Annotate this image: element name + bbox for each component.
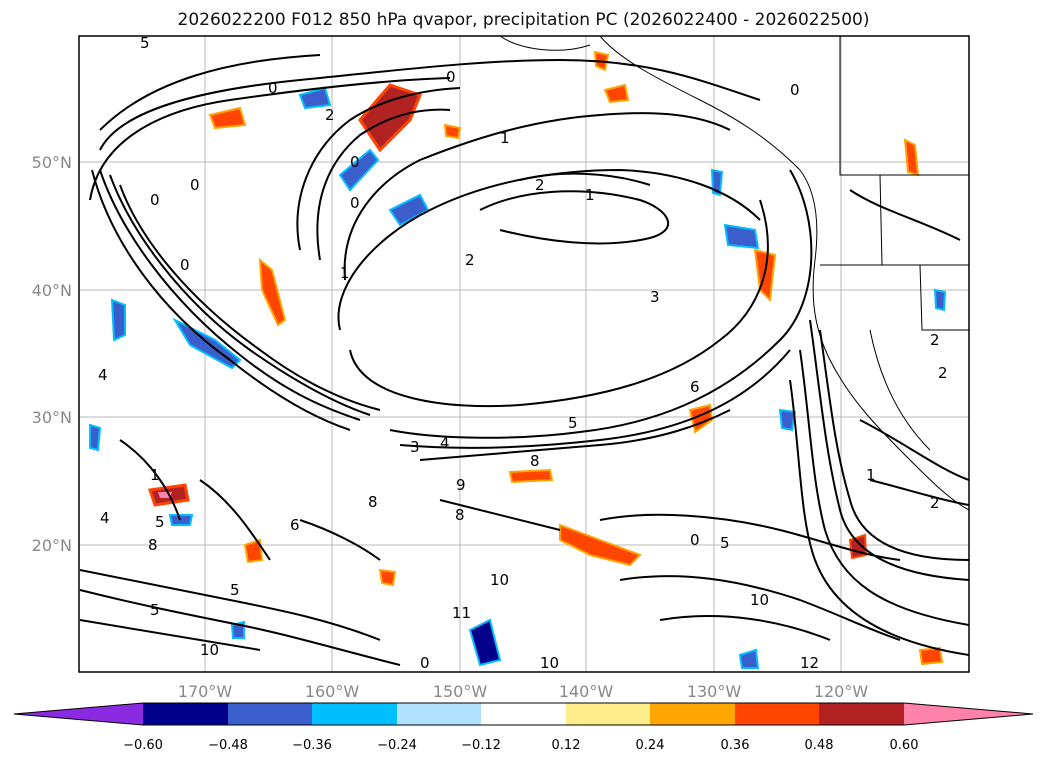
lon-label-140w: 140°W [559,682,614,701]
colorbar-segment [481,703,566,725]
gridlines [79,36,969,672]
contour-label: 0 [690,531,700,549]
contour-label: 10 [200,641,219,659]
contour-label: 2 [535,176,545,194]
contour-labels: 5 0 2 0 1 0 0 0 2 1 0 2 1 0 3 0 2 2 4 6 … [98,34,948,672]
lon-label-160w: 160°W [305,682,360,701]
contour-label: 0 [190,176,200,194]
contour-label: 0 [180,256,190,274]
lat-label-50n: 50°N [32,153,72,172]
map-area: 5 0 2 0 1 0 0 0 2 1 0 2 1 0 3 0 2 2 4 6 … [79,34,969,672]
contour-label: 2 [938,364,948,382]
lat-label-30n: 30°N [32,408,72,427]
contour-label: 3 [650,288,660,306]
contour-label: 5 [720,534,730,552]
colorbar-tick: 0.48 [805,738,834,753]
colorbar-segment [650,703,735,725]
contour-label: 5 [230,581,240,599]
colorbar: −0.60 −0.48 −0.36 −0.24 −0.12 0.12 0.24 … [13,702,1034,753]
contour-label: 1 [340,264,350,282]
contour-label: 0 [446,68,456,86]
colorbar-tick: −0.12 [461,738,501,753]
colorbar-tick: −0.48 [208,738,248,753]
lat-label-40n: 40°N [32,281,72,300]
colorbar-segment [312,703,397,725]
contour-label: 1 [585,186,595,204]
colorbar-tick: −0.60 [123,738,163,753]
colorbar-tick: −0.24 [377,738,417,753]
contour-label: 11 [452,604,471,622]
coastlines [499,36,969,511]
lon-labels: 170°W 160°W 150°W 140°W 130°W 120°W [178,682,869,701]
contour-label: 2 [325,106,335,124]
contour-label: 8 [148,536,158,554]
contour-label: 8 [530,452,540,470]
contour-label: 0 [150,191,160,209]
colorbar-tick: 0.36 [721,738,750,753]
lon-label-150w: 150°W [433,682,488,701]
contour-label: 5 [155,513,165,531]
colorbar-segment [228,703,312,725]
contour-label: 5 [568,414,578,432]
contour-label: 10 [490,571,509,589]
colorbar-tick: 0.60 [890,738,919,753]
contour-label: 10 [750,591,769,609]
contour-label: 0 [790,81,800,99]
contour-label: 1 [866,466,876,484]
colorbar-extend-right [904,703,1033,725]
colorbar-tick: 0.12 [552,738,581,753]
contour-label: 0 [420,654,430,672]
contour-label: 5 [140,34,150,52]
contour-label: 5 [150,601,160,619]
colorbar-segment [735,703,819,725]
contour-label: 1 [500,129,510,147]
map-frame [78,35,970,673]
lat-label-20n: 20°N [32,536,72,555]
contour-label: 2 [465,251,475,269]
precip-patches [89,50,947,669]
colorbar-segment [397,703,481,725]
contour-label: 2 [930,494,940,512]
qvapor-contours [79,54,969,666]
lon-label-170w: 170°W [178,682,233,701]
contour-label: 8 [455,506,465,524]
lat-labels: 50°N 40°N 30°N 20°N [32,153,72,555]
colorbar-extend-left [14,703,143,725]
contour-label: 10 [540,654,559,672]
contour-label: 3 [410,438,420,456]
lon-label-120w: 120°W [814,682,869,701]
lon-label-130w: 130°W [687,682,742,701]
colorbar-tick: −0.36 [292,738,332,753]
map-title: 2026022200 F012 850 hPa qvapor, precipit… [177,10,870,30]
contour-label: 12 [800,654,819,672]
colorbar-outline [13,702,1034,726]
contour-label: 4 [440,434,450,452]
contour-label: 6 [290,516,300,534]
contour-label: 6 [690,378,700,396]
contour-label: 8 [368,493,378,511]
contour-label: 0 [268,79,278,97]
colorbar-segment [566,703,650,725]
colorbar-segment [819,703,904,725]
contour-label: 0 [350,153,360,171]
contour-label: 1 [150,466,160,484]
contour-label: 0 [350,194,360,212]
contour-label: 4 [100,509,110,527]
contour-label: 9 [456,476,466,494]
colorbar-tick: 0.24 [636,738,665,753]
colorbar-segment [143,703,228,725]
contour-label: 2 [930,331,940,349]
contour-label: 4 [98,366,108,384]
